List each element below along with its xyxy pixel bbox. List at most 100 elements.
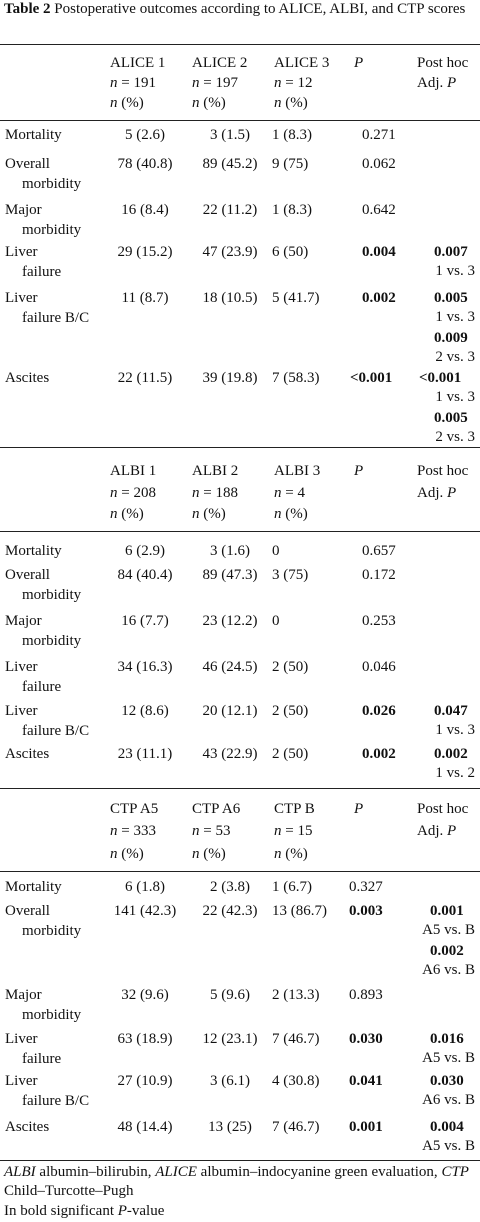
p-header: P: [354, 463, 364, 479]
cell-value: 27 (10.9): [117, 1073, 173, 1089]
n-percent-label: n (%): [192, 505, 226, 523]
n-percent-label: n (%): [192, 94, 226, 112]
cell-value: 2 (13.3): [272, 987, 320, 1003]
n-symbol: n: [110, 506, 118, 522]
table-title: Postoperative outcomes according to ALIC…: [54, 1, 466, 17]
posthoc-value: 0.004: [430, 1119, 464, 1135]
cell-value: 7 (46.7): [272, 1031, 320, 1047]
adj-p-header: Adj. P: [417, 74, 456, 92]
posthoc-comparison: 1 vs. 3: [435, 722, 475, 738]
cell-value: 3 (75): [272, 567, 309, 583]
n-symbol: n: [192, 846, 200, 862]
posthoc-comparison: 1 vs. 3: [435, 389, 475, 405]
n-symbol: n: [274, 95, 282, 111]
cell-value: 5 (9.6): [210, 987, 250, 1003]
table-rule: [0, 531, 480, 532]
p-value: 0.642: [362, 202, 396, 218]
percent-symbol: (%): [281, 846, 308, 862]
p-value: 0.893: [349, 987, 383, 1003]
row-label: morbidity: [22, 1007, 82, 1023]
percent-symbol: (%): [281, 506, 308, 522]
table-rule: [0, 120, 480, 121]
cell-value: 16 (8.4): [121, 202, 169, 218]
n-symbol: n: [192, 506, 200, 522]
n-percent-label: n (%): [192, 845, 226, 863]
n-symbol: n: [192, 485, 200, 501]
posthoc-comparison: 2 vs. 3: [435, 349, 475, 365]
cell-value: 13 (86.7): [272, 903, 327, 919]
p-value: 0.062: [362, 156, 396, 172]
cell-value: 84 (40.4): [117, 567, 173, 583]
posthoc-value: <0.001: [419, 370, 462, 386]
percent-symbol: (%): [199, 95, 226, 111]
adj-label: Adj.: [417, 823, 447, 839]
group-name: ALICE 3: [274, 55, 330, 71]
posthoc-comparison: A6 vs. B: [422, 962, 475, 978]
posthoc-value: 0.005: [434, 410, 468, 426]
group-name: ALICE 1: [110, 55, 166, 71]
row-label: Liver: [5, 1073, 38, 1089]
posthoc-value: 0.005: [434, 290, 468, 306]
cell-value: 141 (42.3): [113, 903, 177, 919]
group-n: n = 197: [192, 74, 238, 92]
cell-value: 7 (46.7): [272, 1119, 320, 1135]
adj-p-header: Adj. P: [417, 822, 456, 840]
posthoc-value: 0.002: [434, 746, 468, 762]
footnote-definition: Child–Turcotte–Pugh: [4, 1183, 134, 1199]
cell-value: 2 (50): [272, 703, 309, 719]
cell-value: 43 (22.9): [202, 746, 258, 762]
posthoc-comparison: A5 vs. B: [422, 922, 475, 938]
group-name: CTP A5: [110, 801, 159, 817]
row-label: failure: [22, 1051, 62, 1067]
row-label: Mortality: [5, 879, 62, 895]
n-symbol: n: [274, 506, 282, 522]
row-label: Overall: [5, 567, 50, 583]
row-label: Ascites: [5, 1119, 50, 1135]
table-label: Table 2: [4, 1, 51, 17]
row-label: failure B/C: [22, 1093, 90, 1109]
n-symbol: n: [110, 485, 118, 501]
n-value: = 188: [199, 485, 238, 501]
n-value: = 4: [281, 485, 305, 501]
cell-value: 4 (30.8): [272, 1073, 320, 1089]
cell-value: 5 (41.7): [272, 290, 320, 306]
footnote-abbr: ALBI: [4, 1164, 36, 1180]
footnote-text: In bold significant: [4, 1203, 118, 1219]
cell-value: 2 (50): [272, 659, 309, 675]
cell-value: 63 (18.9): [117, 1031, 173, 1047]
p-value: 0.041: [349, 1073, 383, 1089]
n-symbol: n: [110, 846, 118, 862]
row-label: Ascites: [5, 370, 50, 386]
n-value: = 191: [117, 75, 156, 91]
adj-label: Adj.: [417, 485, 447, 501]
footnote-abbr: CTP: [441, 1164, 469, 1180]
cell-value: 0: [272, 543, 280, 559]
group-name: ALBI 1: [110, 463, 157, 479]
p-header: P: [354, 801, 364, 817]
p-value: 0.172: [362, 567, 396, 583]
cell-value: 6 (50): [272, 244, 309, 260]
row-label: Mortality: [5, 127, 62, 143]
p-value: 0.001: [349, 1119, 383, 1135]
table-rule: [0, 871, 480, 872]
p-value: 0.046: [362, 659, 396, 675]
cell-value: 18 (10.5): [202, 290, 258, 306]
cell-value: 47 (23.9): [202, 244, 258, 260]
cell-value: 89 (45.2): [202, 156, 258, 172]
row-label: failure B/C: [22, 310, 90, 326]
row-label: Overall: [5, 903, 50, 919]
row-label: Ascites: [5, 746, 50, 762]
cell-value: 89 (47.3): [202, 567, 258, 583]
table-rule: [0, 1160, 480, 1161]
percent-symbol: (%): [117, 506, 144, 522]
footnote-definition: albumin–bilirubin,: [35, 1164, 156, 1180]
cell-value: 1 (6.7): [272, 879, 312, 895]
posthoc-value: 0.007: [434, 244, 468, 260]
n-percent-label: n (%): [110, 94, 144, 112]
posthoc-comparison: A6 vs. B: [422, 1092, 475, 1108]
table-rule: [0, 44, 480, 45]
percent-symbol: (%): [117, 846, 144, 862]
row-label: Major: [5, 987, 42, 1003]
row-label: morbidity: [22, 176, 82, 192]
